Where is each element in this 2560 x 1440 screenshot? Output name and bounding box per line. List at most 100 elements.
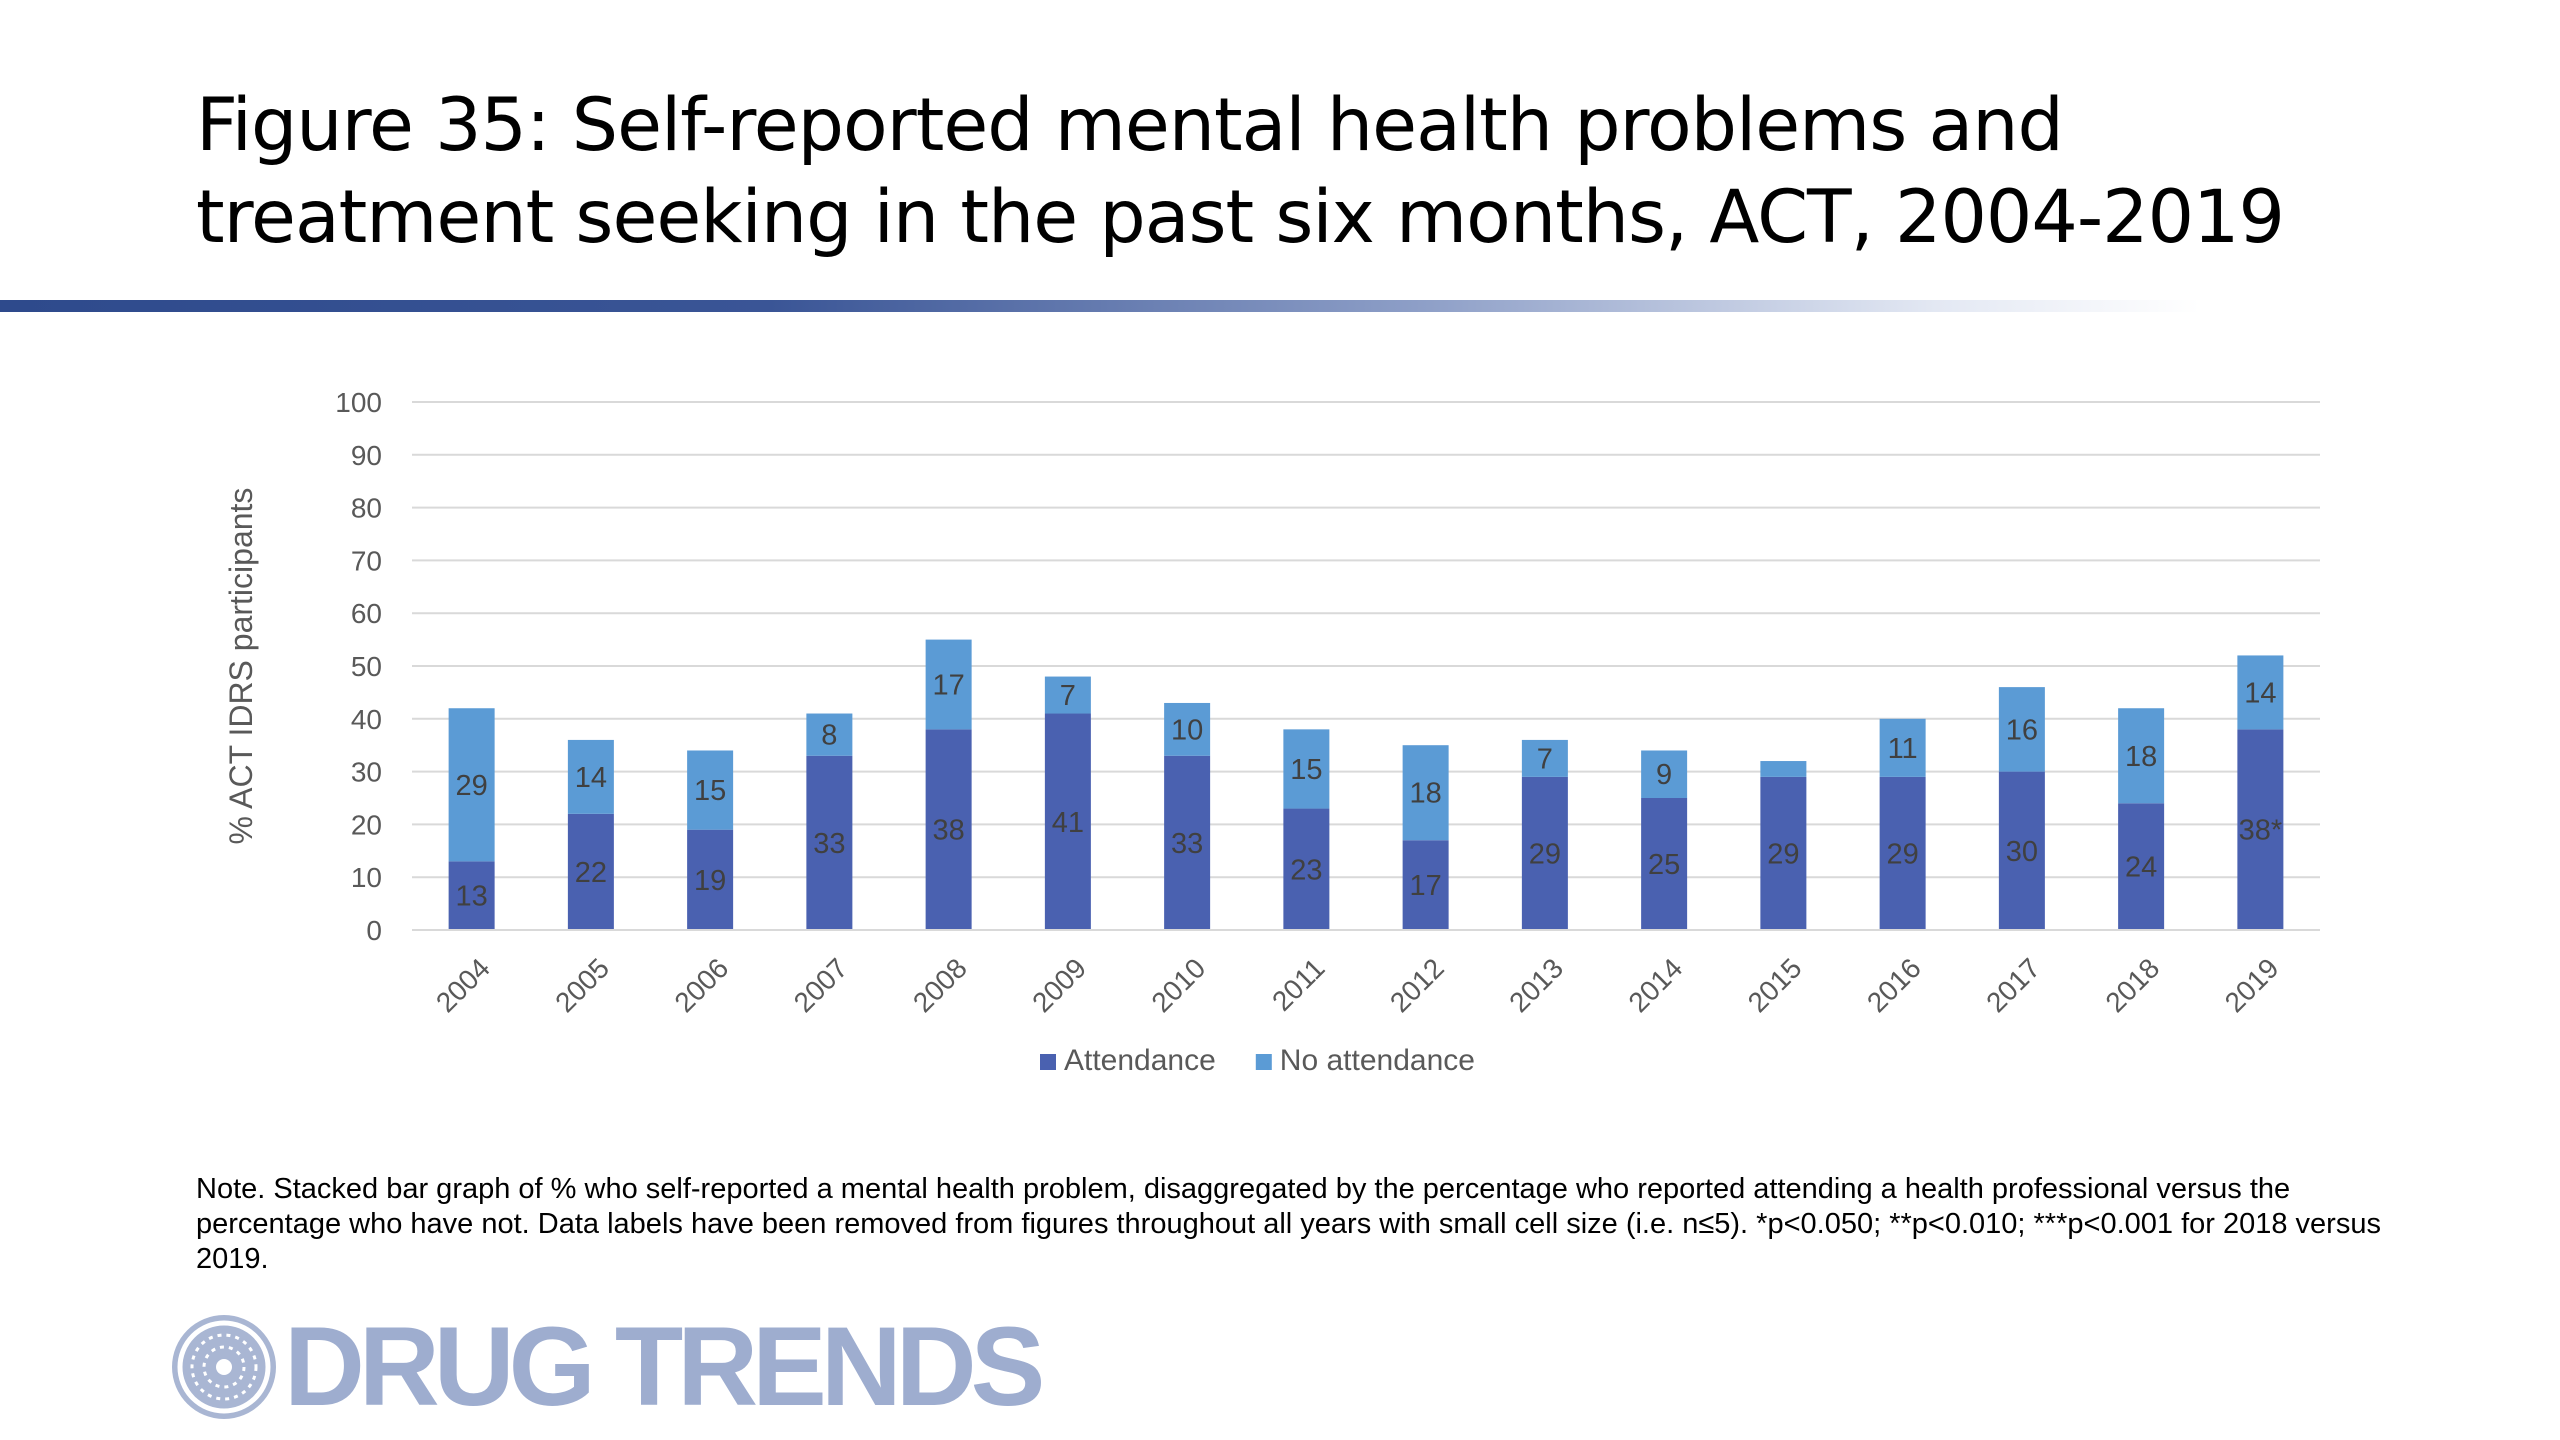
x-tick-label: 2019 <box>2219 952 2285 1018</box>
stacked-bar-chart: 0 10 20 30 40 50 60 70 80 90 100 % ACT IDRS partici… <box>223 387 2320 1077</box>
globe-icon <box>172 1315 276 1419</box>
data-label-no-attendance: 15 <box>694 775 726 807</box>
data-label-no-attendance: 18 <box>1409 778 1441 810</box>
bar-no-attendance <box>1402 745 1449 841</box>
data-label-no-attendance: 9 <box>1656 759 1672 791</box>
bar-attendance <box>1641 798 1688 930</box>
x-tick-label: 2017 <box>1980 952 2046 1018</box>
data-label-no-attendance: 14 <box>2244 677 2276 709</box>
data-label-no-attendance: 11 <box>1888 733 1918 765</box>
data-label-attendance: 33 <box>1171 828 1203 860</box>
y-tick-label: 30 <box>351 757 382 788</box>
note-text: Note. Stacked bar graph of % who self-re… <box>196 1173 2381 1275</box>
data-label-no-attendance: 16 <box>2006 714 2038 746</box>
x-tick-label: 2016 <box>1861 952 1927 1018</box>
bar-no-attendance <box>1521 739 1568 777</box>
bar-attendance <box>1044 713 1091 930</box>
x-tick-label: 2010 <box>1145 952 1211 1018</box>
y-tick-label: 20 <box>351 809 382 840</box>
bar-no-attendance <box>567 739 614 814</box>
x-tick-label: 2018 <box>2099 952 2165 1018</box>
data-label-no-attendance: 18 <box>2125 741 2157 773</box>
bar-attendance <box>687 829 734 930</box>
bar-attendance <box>448 861 495 930</box>
data-label-attendance: 30 <box>2006 836 2038 868</box>
data-label-attendance: 29 <box>1529 838 1561 870</box>
bar-attendance <box>1283 808 1330 930</box>
bar-no-attendance <box>2237 655 2284 730</box>
data-label-no-attendance: 8 <box>821 720 837 752</box>
y-tick-label: 60 <box>351 598 382 629</box>
legend-swatch <box>1255 1054 1272 1070</box>
data-label-attendance: 24 <box>2125 852 2157 884</box>
bar-attendance <box>1879 776 1926 930</box>
data-label-attendance: 23 <box>1290 854 1322 886</box>
data-label-no-attendance: 17 <box>932 669 964 701</box>
y-tick-label: 100 <box>335 387 382 418</box>
x-tick-label: 2008 <box>907 952 973 1018</box>
data-label-attendance: 38* <box>2239 815 2283 847</box>
data-label-attendance: 13 <box>455 881 487 913</box>
bar-attendance <box>1998 771 2045 930</box>
bar-attendance <box>2237 729 2284 930</box>
y-tick-label: 40 <box>351 704 382 735</box>
data-label-attendance: 17 <box>1409 870 1441 902</box>
title-divider <box>0 300 2200 312</box>
bar-attendance <box>1521 776 1568 930</box>
y-tick-label: 0 <box>366 915 382 946</box>
bar-no-attendance <box>1283 729 1330 809</box>
bar-no-attendance <box>806 713 853 756</box>
data-label-attendance: 41 <box>1052 807 1084 839</box>
x-tick-label: 2014 <box>1622 952 1688 1018</box>
legend-label: Attendance <box>1064 1044 1216 1077</box>
x-tick-label: 2012 <box>1384 952 1450 1018</box>
data-label-no-attendance: 15 <box>1290 754 1322 786</box>
bar-no-attendance <box>687 750 734 830</box>
data-label-attendance: 22 <box>575 857 607 889</box>
bar-attendance <box>1402 840 1449 930</box>
logo-text: DRUG TRENDS <box>284 1304 1045 1429</box>
x-tick-label: 2009 <box>1026 952 1092 1018</box>
bar-no-attendance <box>1879 718 1926 777</box>
bar-no-attendance <box>1998 687 2045 772</box>
data-label-attendance: 38 <box>932 815 964 847</box>
x-tick-label: 2004 <box>430 952 496 1018</box>
bar-attendance <box>1760 776 1807 930</box>
x-tick-label: 2013 <box>1503 952 1569 1018</box>
y-tick-label: 90 <box>351 440 382 471</box>
data-label-attendance: 33 <box>813 828 845 860</box>
data-label-no-attendance: 29 <box>455 770 487 802</box>
bar-attendance <box>1164 755 1211 930</box>
bar-attendance <box>925 729 972 930</box>
bar-attendance <box>806 755 853 930</box>
bar-attendance <box>2118 803 2165 930</box>
data-label-no-attendance: 14 <box>575 762 607 794</box>
bar-no-attendance <box>2118 708 2165 804</box>
data-label-attendance: 25 <box>1648 849 1680 881</box>
y-tick-label: 50 <box>351 651 382 682</box>
data-label-attendance: 29 <box>1886 838 1918 870</box>
bar-no-attendance <box>1164 702 1211 756</box>
bar-no-attendance <box>925 639 972 730</box>
data-label-no-attendance: 10 <box>1171 714 1203 746</box>
bar-no-attendance <box>1641 750 1688 798</box>
data-label-attendance: 29 <box>1767 838 1799 870</box>
drug-trends-logo: DRUG TRENDS <box>172 1304 1045 1429</box>
data-label-no-attendance: 7 <box>1537 743 1553 775</box>
bar-attendance <box>567 813 614 930</box>
y-tick-label: 70 <box>351 545 382 576</box>
x-tick-label: 2007 <box>788 952 854 1018</box>
bar-no-attendance <box>1760 761 1807 777</box>
x-tick-label: 2015 <box>1742 952 1808 1018</box>
y-tick-label: 80 <box>351 493 382 524</box>
x-tick-label: 2006 <box>668 952 734 1018</box>
data-label-no-attendance: 7 <box>1060 680 1076 712</box>
x-tick-label: 2011 <box>1266 952 1331 1017</box>
y-axis-label: % ACT IDRS participants <box>223 488 259 845</box>
y-tick-label: 10 <box>351 862 382 893</box>
page-title: Figure 35: Self-reported mental health p… <box>196 83 2285 260</box>
data-label-attendance: 19 <box>694 865 726 897</box>
x-tick-label: 2005 <box>549 952 615 1018</box>
bar-no-attendance <box>448 708 495 862</box>
legend-label: No attendance <box>1280 1044 1475 1077</box>
